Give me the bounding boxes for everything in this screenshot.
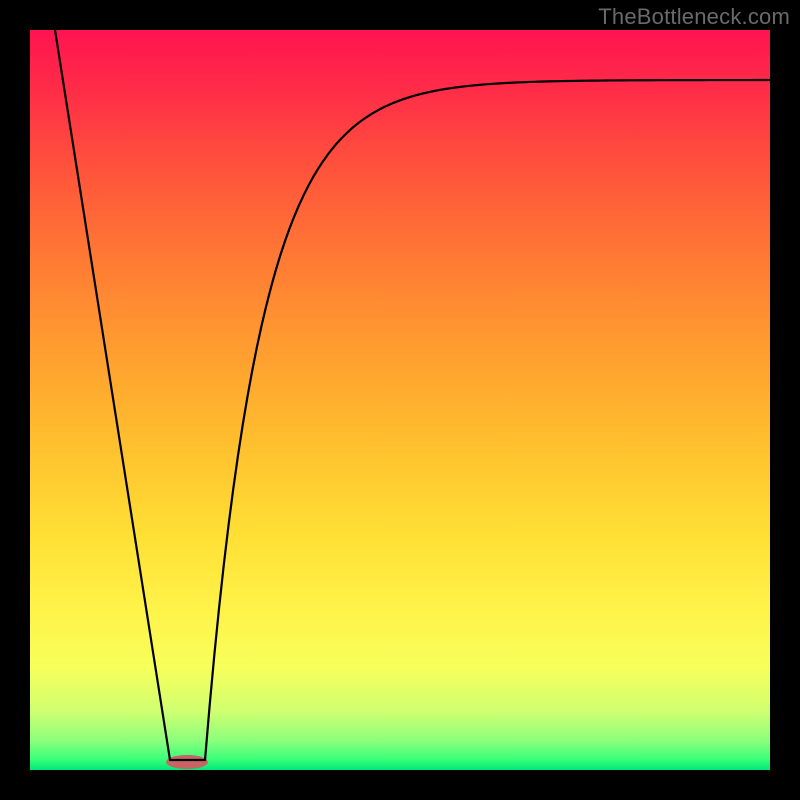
bottleneck-chart xyxy=(0,0,800,800)
watermark-text: TheBottleneck.com xyxy=(598,4,790,30)
optimal-marker xyxy=(166,755,208,769)
plot-background xyxy=(30,30,770,770)
